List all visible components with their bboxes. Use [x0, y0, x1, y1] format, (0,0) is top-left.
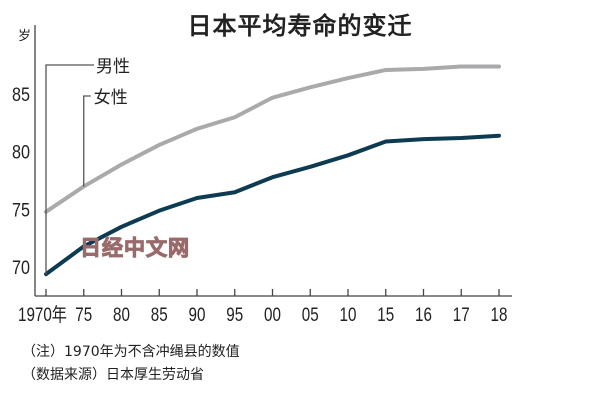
legend-leader-female: [83, 95, 91, 187]
x-tick-label: 15: [377, 303, 394, 325]
y-tick-label: 75: [12, 199, 30, 221]
x-tick-label: 75: [75, 303, 92, 325]
y-tick-label: 70: [12, 257, 30, 279]
x-tick-label: 90: [189, 303, 206, 325]
watermark: 日经中文网: [80, 236, 190, 261]
y-tick-label: 85: [12, 84, 30, 106]
x-tick-label: 18: [491, 303, 508, 325]
x-tick-label: 95: [226, 303, 243, 325]
y-axis-unit: 岁: [18, 28, 31, 43]
y-tick-label: 80: [12, 141, 30, 163]
legend-leader-male: [45, 64, 94, 275]
chart-title: 日本平均寿命的变迁: [187, 12, 413, 40]
x-tick-label: 10: [340, 303, 357, 325]
source-note: （数据来源）日本厚生劳动省: [22, 367, 204, 383]
x-tick-label: 16: [415, 303, 432, 325]
legend-label-male: 男性: [96, 57, 130, 76]
x-tick-label: 1970年: [18, 303, 67, 325]
x-tick-label: 00: [264, 303, 281, 325]
footnote: （注）1970年为不含冲绳县的数值: [22, 344, 240, 360]
x-tick-label: 85: [151, 303, 168, 325]
x-tick-label: 05: [302, 303, 319, 325]
x-tick-label: 80: [113, 303, 130, 325]
x-tick-label: 17: [453, 303, 470, 325]
legend-label-female: 女性: [94, 88, 128, 107]
